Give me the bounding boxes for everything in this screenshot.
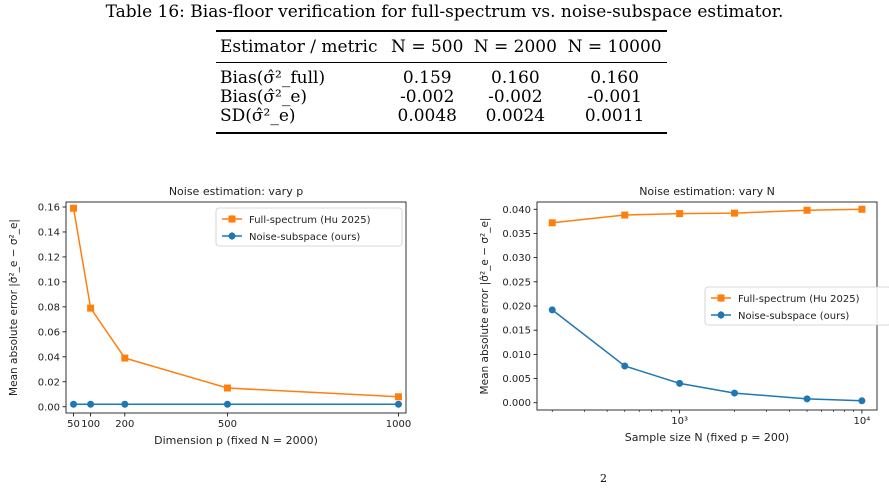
data-point [223, 400, 231, 408]
data-point [70, 204, 78, 212]
x-axis-label: Sample size N (fixed p = 200) [625, 431, 789, 444]
legend-marker [717, 311, 725, 319]
cell: 0.0048 [397, 106, 457, 126]
y-axis-label: Mean absolute error |σ̂²_e − σ²_e| [8, 219, 20, 396]
x-tick-label: 100 [81, 419, 100, 430]
y-tick-label: 0.010 [502, 350, 531, 361]
chart-1: Noise estimation: vary p 0.00 0.02 0.04 0.06… [8, 185, 411, 447]
cell: 0.0011 [584, 106, 645, 126]
y-axis-label: Mean absolute error |σ̂²_e − σ²_e| [479, 218, 491, 395]
chart-2: Noise estimation: vary N 0.000 0.005 0.010 0… [479, 185, 889, 444]
table-row: Bias(σ̂²_e) -0.002 -0.002 -0.001 [216, 88, 667, 107]
y-tick-label: 0.015 [502, 326, 531, 337]
series-line-1 [552, 208, 862, 224]
bias-table: Estimator / metric N = 500 N = 2000 N = … [216, 30, 667, 134]
chart-title: Noise estimation: vary p [169, 185, 303, 198]
legend-label: Noise-subspace (ours) [738, 311, 849, 322]
table-row: SD(σ̂²_e) 0.0048 0.0024 0.0011 [216, 107, 667, 133]
data-point [621, 362, 629, 370]
data-point [803, 206, 811, 214]
y-tick-label: 0.000 [502, 398, 531, 409]
footnote-marker: 2 [600, 472, 607, 485]
legend-marker [228, 215, 236, 223]
table-caption: Table 16: Bias-floor verification for fu… [105, 2, 784, 22]
data-point [223, 384, 231, 392]
header-n2000: N = 2000 [473, 36, 557, 57]
y-tick-label: 0.12 [38, 252, 60, 263]
y-tick-label: 0.025 [502, 277, 531, 288]
legend-label: Full-spectrum (Hu 2025) [249, 215, 371, 226]
y-tick-label: 0.04 [38, 352, 60, 363]
table-header-row: Estimator / metric N = 500 N = 2000 N = … [216, 31, 667, 63]
row-label: Bias(σ̂²_full) [220, 68, 326, 88]
y-tick-label: 0.040 [502, 205, 531, 216]
row-label: SD(σ̂²_e) [220, 106, 296, 126]
data-point [394, 393, 402, 401]
y-tick-label: 0.00 [38, 402, 60, 413]
y-tick-label: 0.16 [38, 202, 60, 213]
y-tick-label: 0.035 [502, 229, 531, 240]
data-point [121, 400, 129, 408]
data-point [731, 389, 739, 397]
y-tick-label: 0.08 [38, 302, 60, 313]
header-n10000: N = 10000 [567, 36, 662, 57]
y-tick-label: 0.14 [38, 227, 60, 238]
cell: -0.002 [400, 87, 455, 107]
data-point [621, 211, 629, 219]
data-point [394, 400, 402, 408]
data-point [858, 205, 866, 213]
y-tick-label: 0.02 [38, 377, 60, 388]
cell: -0.001 [587, 87, 642, 107]
x-tick-label: 10⁴ [854, 416, 871, 427]
cell: -0.002 [488, 87, 543, 107]
cell: 0.160 [590, 68, 639, 88]
legend-box [215, 207, 403, 247]
data-point [87, 304, 95, 312]
cell: 0.159 [402, 68, 452, 88]
data-point [548, 219, 556, 227]
x-tick-label: 10³ [671, 416, 688, 427]
x-axis-label: Dimension p (fixed N = 2000) [154, 434, 318, 447]
x-tick-label: 500 [218, 419, 237, 430]
cell: 0.160 [491, 68, 540, 88]
chart-title: Noise estimation: vary N [639, 185, 775, 198]
x-tick-label: 200 [115, 419, 134, 430]
table-row: Bias(σ̂²_full) 0.159 0.160 0.160 [216, 63, 667, 89]
data-point [70, 400, 78, 408]
legend-marker [717, 294, 725, 302]
data-point [676, 379, 684, 387]
legend-label: Noise-subspace (ours) [249, 232, 360, 243]
legend-marker [228, 232, 236, 240]
data-point [731, 209, 739, 217]
data-point [121, 354, 129, 362]
data-point [87, 400, 95, 408]
y-tick-label: 0.020 [502, 302, 531, 313]
data-point [676, 210, 684, 218]
x-tick-label: 1000 [386, 419, 411, 430]
legend-box [704, 286, 889, 326]
row-label: Bias(σ̂²_e) [220, 87, 308, 107]
series-line-2 [551, 309, 862, 402]
y-tick-label: 0.030 [502, 253, 531, 264]
y-tick-label: 0.10 [38, 277, 60, 288]
plot-frame [65, 201, 407, 414]
y-tick-label: 0.06 [38, 327, 60, 338]
x-tick-label: 50 [67, 419, 80, 430]
data-point [858, 397, 866, 405]
y-tick-label: 0.005 [502, 374, 531, 385]
data-point [548, 306, 556, 314]
cell: 0.0024 [485, 106, 546, 126]
data-point [803, 395, 811, 403]
header-n500: N = 500 [391, 36, 464, 57]
header-estimator: Estimator / metric [220, 36, 378, 57]
legend-label: Full-spectrum (Hu 2025) [738, 294, 860, 305]
